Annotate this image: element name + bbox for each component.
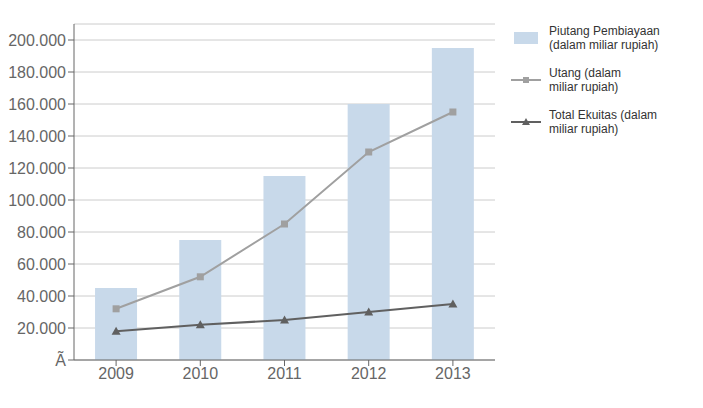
- svg-text:160.000: 160.000: [8, 96, 66, 113]
- svg-text:200.000: 200.000: [8, 32, 66, 49]
- svg-text:40.000: 40.000: [17, 288, 66, 305]
- svg-text:Ã: Ã: [55, 350, 66, 369]
- html-text:Utang (dalam miliar rupiah): Utang (dalam miliar rupiah): [549, 66, 621, 94]
- svg-text:2012: 2012: [351, 365, 387, 382]
- svg-text:2011: 2011: [267, 365, 302, 382]
- svg-text:20.000: 20.000: [17, 320, 66, 337]
- html-text:Total Ekuitas (dalam miliar ru: Total Ekuitas (dalam miliar rupiah): [549, 108, 657, 136]
- svg-text:120.000: 120.000: [8, 160, 66, 177]
- svg-text:60.000: 60.000: [17, 256, 66, 273]
- svg-text:2013: 2013: [435, 365, 471, 382]
- html-text:Piutang Pembiayaan (dalam mili: Piutang Pembiayaan (dalam miliar rupiah): [549, 24, 660, 52]
- svg-text:140.000: 140.000: [8, 128, 66, 145]
- svg-text:2009: 2009: [98, 365, 134, 382]
- svg-text:80.000: 80.000: [17, 224, 66, 241]
- svg-text:100.000: 100.000: [8, 192, 66, 209]
- svg-text:180.000: 180.000: [8, 64, 66, 81]
- svg-text:2010: 2010: [183, 365, 219, 382]
